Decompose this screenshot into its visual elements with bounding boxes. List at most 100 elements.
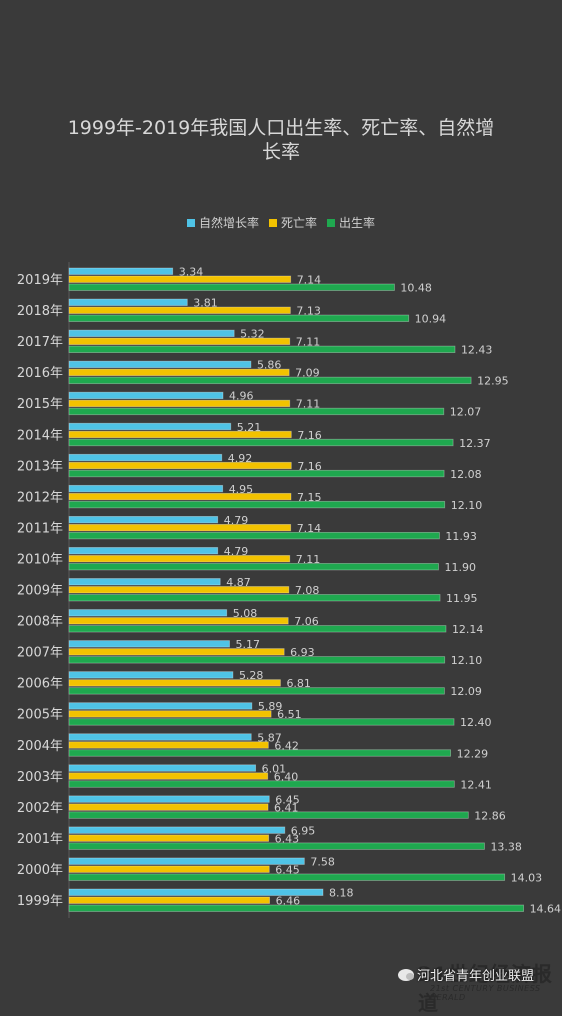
bar-growth[interactable] — [68, 547, 219, 555]
bar-death[interactable] — [68, 524, 292, 532]
bar-birth[interactable] — [68, 842, 485, 850]
bar-birth[interactable] — [68, 407, 445, 416]
bar-growth[interactable] — [68, 578, 221, 586]
bar-birth[interactable] — [68, 625, 447, 633]
category-label: 2015年 — [17, 397, 63, 412]
data-label-growth: 4.79 — [224, 545, 249, 558]
data-label-death: 7.08 — [295, 584, 320, 597]
data-label-birth: 12.07 — [450, 406, 482, 419]
bar-death[interactable] — [68, 368, 290, 377]
bar-death[interactable] — [68, 865, 270, 873]
bar-birth[interactable] — [68, 283, 395, 291]
legend-label-death: 死亡率 — [280, 216, 317, 230]
data-label-death: 7.11 — [296, 398, 321, 411]
bar-growth[interactable] — [68, 267, 174, 275]
data-label-growth: 6.01 — [262, 762, 287, 775]
bar-death[interactable] — [68, 555, 291, 563]
bar-death[interactable] — [68, 741, 269, 749]
data-label-birth: 12.86 — [474, 809, 506, 822]
bar-growth[interactable] — [68, 795, 270, 803]
data-label-birth: 11.90 — [444, 561, 476, 574]
category-label: 1999年 — [17, 894, 63, 909]
bar-birth[interactable] — [68, 594, 441, 602]
bar-death[interactable] — [68, 275, 292, 283]
bar-death[interactable] — [68, 306, 291, 314]
bar-death[interactable] — [68, 679, 281, 687]
data-label-growth: 3.34 — [179, 266, 204, 279]
bar-birth[interactable] — [68, 749, 452, 757]
bar-birth[interactable] — [68, 687, 445, 695]
bar-growth[interactable] — [68, 826, 286, 834]
bar-birth[interactable] — [68, 656, 446, 664]
bar-growth[interactable] — [68, 733, 252, 741]
data-label-birth: 11.93 — [445, 530, 477, 543]
bar-growth[interactable] — [68, 857, 305, 865]
bar-birth[interactable] — [68, 718, 455, 726]
bar-birth[interactable] — [68, 345, 456, 354]
bar-death[interactable] — [68, 803, 269, 811]
legend-item-birth[interactable]: 出生率 — [327, 214, 375, 231]
category-label: 2011年 — [17, 521, 63, 536]
data-label-growth: 5.89 — [258, 700, 283, 713]
data-label-death: 7.16 — [297, 429, 322, 442]
bar-birth[interactable] — [68, 469, 445, 478]
bar-birth[interactable] — [68, 873, 506, 881]
bar-growth[interactable] — [68, 298, 188, 306]
bar-growth[interactable] — [68, 516, 219, 524]
data-label-death: 7.09 — [295, 367, 320, 380]
bar-death[interactable] — [68, 834, 270, 842]
bar-birth[interactable] — [68, 904, 524, 912]
bar-death[interactable] — [68, 492, 292, 501]
category-label: 2018年 — [17, 304, 63, 319]
bar-growth[interactable] — [68, 671, 234, 679]
bar-death[interactable] — [68, 710, 272, 718]
bar-growth[interactable] — [68, 391, 224, 400]
bar-growth[interactable] — [68, 484, 224, 493]
bar-growth[interactable] — [68, 640, 230, 648]
bar-growth[interactable] — [68, 360, 252, 369]
bar-death[interactable] — [68, 430, 292, 439]
bar-birth[interactable] — [68, 500, 446, 509]
data-label-birth: 14.03 — [511, 871, 542, 884]
bar-birth[interactable] — [68, 811, 469, 819]
bar-death[interactable] — [68, 617, 289, 625]
bar-death[interactable] — [68, 648, 285, 656]
bar-birth[interactable] — [68, 314, 410, 322]
bar-death[interactable] — [68, 772, 269, 780]
chart-title-line2: 长率 — [261, 141, 300, 163]
data-label-death: 6.93 — [290, 646, 315, 659]
data-label-growth: 5.08 — [233, 607, 258, 620]
data-label-birth: 14.64 — [530, 903, 562, 916]
category-label: 2017年 — [17, 335, 63, 350]
data-label-growth: 4.79 — [224, 514, 249, 527]
bar-birth[interactable] — [68, 438, 454, 447]
data-label-death: 6.51 — [277, 708, 302, 721]
category-label: 2016年 — [17, 366, 63, 381]
bar-birth[interactable] — [68, 563, 439, 571]
legend-label-growth: 自然增长率 — [198, 216, 259, 230]
bar-growth[interactable] — [68, 764, 257, 772]
bar-growth[interactable] — [68, 453, 223, 462]
legend-item-growth[interactable]: 自然增长率 — [186, 214, 259, 231]
data-label-birth: 11.95 — [446, 592, 478, 605]
category-label: 2008年 — [17, 615, 63, 630]
bar-growth[interactable] — [68, 888, 324, 896]
data-label-growth: 8.18 — [329, 887, 354, 900]
bar-growth[interactable] — [68, 702, 253, 710]
bar-death[interactable] — [68, 586, 290, 594]
bar-death[interactable] — [68, 461, 292, 470]
data-label-death: 7.15 — [297, 491, 322, 504]
bar-birth[interactable] — [68, 532, 440, 540]
legend-item-death[interactable]: 死亡率 — [268, 214, 317, 231]
bar-growth[interactable] — [68, 609, 228, 617]
bar-death[interactable] — [68, 896, 270, 904]
bar-birth[interactable] — [68, 376, 472, 385]
bar-death[interactable] — [68, 337, 291, 346]
category-label: 2007年 — [17, 646, 63, 661]
bar-growth[interactable] — [68, 422, 232, 431]
bar-growth[interactable] — [68, 329, 235, 338]
bar-death[interactable] — [68, 399, 291, 408]
data-label-growth: 5.87 — [257, 731, 282, 744]
bar-birth[interactable] — [68, 780, 455, 788]
chart-legend: 自然增长率 死亡率 出生率 — [0, 214, 562, 231]
